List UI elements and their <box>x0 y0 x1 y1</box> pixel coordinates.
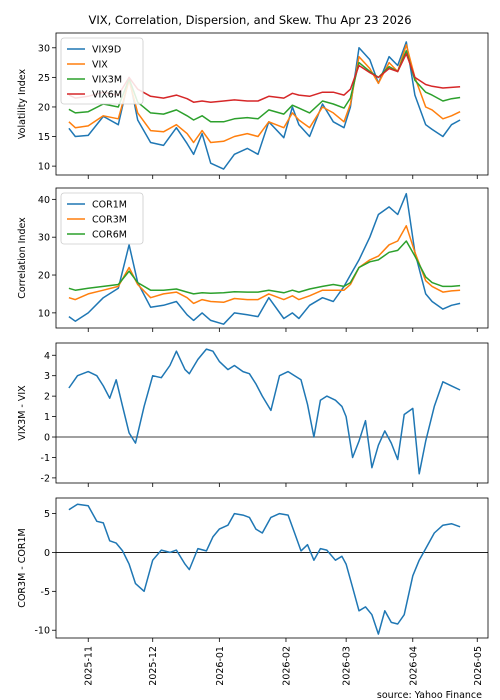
legend-label: VIX <box>92 60 108 71</box>
y-tick-label: 30 <box>38 233 50 244</box>
y-tick-label: 4 <box>44 351 50 362</box>
y-tick-label: 25 <box>38 73 50 84</box>
y-tick-label: 20 <box>38 271 50 282</box>
legend-label: VIX6M <box>92 90 122 101</box>
source-label: source: Yahoo Finance <box>377 690 482 700</box>
x-tick-label: 2026-02 <box>281 646 292 686</box>
plot-frame <box>55 32 489 176</box>
y-axis-label: Correlation Index <box>17 217 28 299</box>
x-tick-label: 2025-11 <box>84 646 95 686</box>
y-tick-label: 10 <box>38 308 50 319</box>
legend-label: COR3M <box>92 215 127 226</box>
legend-label: COR6M <box>92 230 127 241</box>
legend-box <box>60 37 144 105</box>
series-line-vix3m <box>68 50 461 123</box>
series-line-cor3m <box>68 225 461 305</box>
y-tick-label: 5 <box>44 509 50 520</box>
series-line-cor6m <box>68 240 461 295</box>
legend-label: VIX3M <box>92 75 122 86</box>
y-tick-label: 30 <box>38 43 50 54</box>
x-tick-label: 2026-03 <box>342 646 353 686</box>
x-tick-label: 2025-12 <box>148 646 159 686</box>
y-tick-label: 0 <box>44 548 50 559</box>
y-tick-label: -2 <box>41 473 50 484</box>
series-line-cor1m <box>68 192 461 325</box>
y-tick-label: 20 <box>38 102 50 113</box>
y-tick-label: 10 <box>38 162 50 173</box>
x-tick-label: 2026-05 <box>473 646 484 686</box>
chart-title: VIX, Correlation, Dispersion, and Skew. … <box>88 13 411 27</box>
legend-label: COR1M <box>92 200 127 211</box>
y-axis-label: COR3M - COR1M <box>17 528 28 607</box>
series-line-vix9d <box>68 41 461 170</box>
y-axis-label: VIX3M - VIX <box>17 385 28 441</box>
y-tick-label: 1 <box>44 412 50 423</box>
y-tick-label: 40 <box>38 195 50 206</box>
y-tick-label: 3 <box>44 371 50 382</box>
y-tick-label: -10 <box>34 626 50 637</box>
y-tick-label: 0 <box>44 433 50 444</box>
plot-frame <box>55 342 489 484</box>
y-tick-label: 2 <box>44 392 50 403</box>
x-tick-label: 2026-04 <box>408 646 419 686</box>
legend-label: VIX9D <box>92 45 121 56</box>
series-line-panel3 <box>68 348 461 475</box>
plot-frame <box>55 497 489 639</box>
y-tick-label: 15 <box>38 132 50 143</box>
y-tick-label: -1 <box>41 453 50 464</box>
plot-frame <box>55 187 489 329</box>
x-tick-label: 2026-01 <box>215 646 226 686</box>
y-axis-label: Volatility Index <box>17 69 28 140</box>
series-line-panel4 <box>68 503 461 635</box>
y-tick-label: -5 <box>41 587 50 598</box>
legend-box <box>60 192 144 245</box>
series-line-vix <box>68 44 461 144</box>
